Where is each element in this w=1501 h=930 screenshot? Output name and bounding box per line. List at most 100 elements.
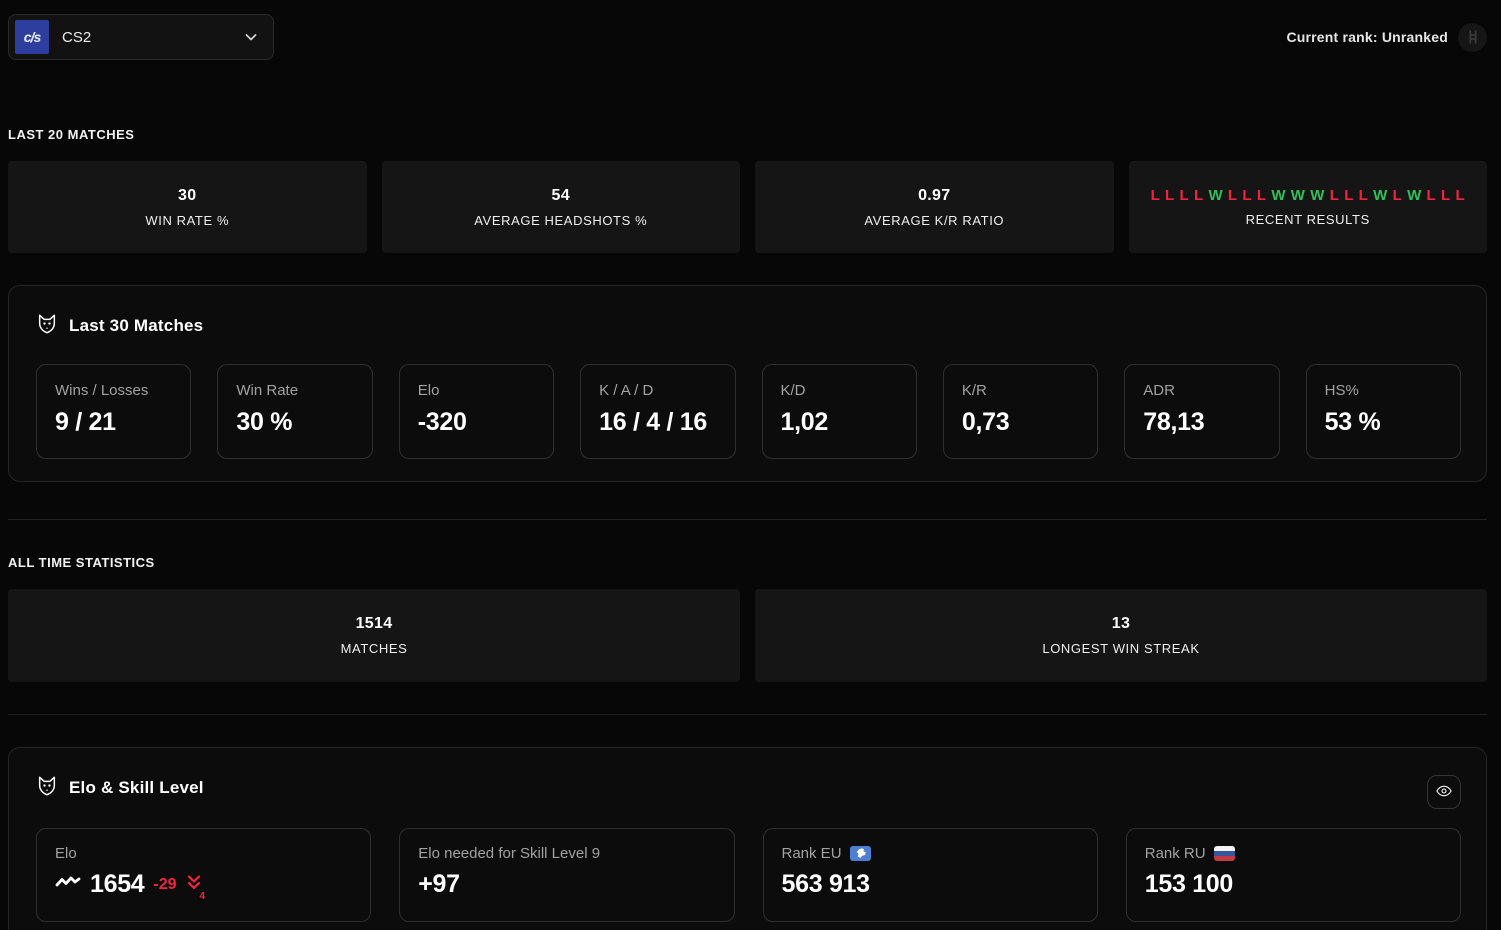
matches-card: 1514 MATCHES bbox=[8, 589, 740, 682]
result-letter: W bbox=[1310, 187, 1325, 204]
result-letter: L bbox=[1256, 187, 1267, 204]
page-header: c/s CS2 Current rank: Unranked bbox=[8, 14, 1487, 60]
avg-kr-value: 0.97 bbox=[918, 186, 951, 204]
section-divider bbox=[8, 714, 1487, 715]
last-30-matches-panel: Last 30 Matches Wins / Losses 9 / 21 Win… bbox=[8, 285, 1487, 482]
elo-label: Elo bbox=[55, 845, 77, 862]
result-letter: L bbox=[1179, 187, 1189, 204]
result-letter: W bbox=[1407, 187, 1422, 204]
avg-kr-label: AVERAGE K/R RATIO bbox=[864, 212, 1005, 228]
kad-card: K / A / D 16 / 4 / 16 bbox=[580, 364, 736, 459]
rank-eu-value: 563 913 bbox=[781, 870, 871, 898]
win-rate-value: 30 bbox=[178, 186, 197, 204]
stat-label: K/D bbox=[780, 382, 806, 399]
elo-card: Elo 1654 -29 bbox=[36, 828, 372, 922]
result-letter: L bbox=[1329, 187, 1340, 204]
game-selector-dropdown[interactable]: c/s CS2 bbox=[8, 14, 274, 60]
visibility-toggle-button[interactable] bbox=[1427, 775, 1461, 809]
stat-value: 78,13 bbox=[1143, 408, 1205, 436]
win-rate-label: WIN RATE % bbox=[145, 212, 230, 228]
wolf-icon bbox=[36, 313, 58, 340]
stat-value: 0,73 bbox=[961, 408, 1010, 436]
last-30-stat-grid: Wins / Losses 9 / 21 Win Rate 30 % Elo -… bbox=[36, 364, 1461, 459]
result-letter: L bbox=[1392, 187, 1403, 204]
eu-flag-icon bbox=[849, 846, 871, 861]
cs2-logo-icon: c/s bbox=[15, 20, 49, 54]
all-time-cards-row: 1514 MATCHES 13 LONGEST WIN STREAK bbox=[8, 589, 1487, 682]
adr-card: ADR 78,13 bbox=[1124, 364, 1280, 459]
rank-eu-card: Rank EU 563 913 bbox=[762, 828, 1098, 922]
rank-eu-label: Rank EU bbox=[781, 845, 842, 862]
elo-skill-title-row: Elo & Skill Level bbox=[36, 776, 1461, 800]
last-30-title-row: Last 30 Matches bbox=[36, 314, 1461, 338]
last-20-matches-heading: LAST 20 MATCHES bbox=[8, 127, 135, 142]
current-rank-area: Current rank: Unranked bbox=[1286, 22, 1487, 52]
matches-value: 1514 bbox=[355, 615, 393, 632]
stat-label: K/R bbox=[961, 382, 987, 399]
double-chevron-down-icon bbox=[186, 874, 202, 896]
avg-headshots-card: 54 AVERAGE HEADSHOTS % bbox=[381, 161, 740, 253]
longest-win-streak-card: 13 LONGEST WIN STREAK bbox=[755, 589, 1487, 682]
stat-value: 9 / 21 bbox=[55, 408, 116, 436]
result-letter: L bbox=[1242, 187, 1252, 204]
hs-card: HS% 53 % bbox=[1305, 364, 1461, 459]
zigzag-line-icon bbox=[55, 874, 81, 895]
stat-label: Elo bbox=[417, 382, 440, 399]
elo-needed-label: Elo needed for Skill Level 9 bbox=[418, 845, 601, 862]
longest-win-streak-label: LONGEST WIN STREAK bbox=[1042, 641, 1200, 656]
stat-label: Win Rate bbox=[236, 382, 299, 399]
stat-value: 30 % bbox=[236, 408, 293, 436]
result-letter: L bbox=[1344, 187, 1354, 204]
result-letter: W bbox=[1373, 187, 1388, 204]
avg-kr-card: 0.97 AVERAGE K/R RATIO bbox=[755, 161, 1114, 253]
elo-levels-dropped: 4 bbox=[199, 890, 206, 902]
elo-needed-card: Elo needed for Skill Level 9 +97 bbox=[399, 828, 735, 922]
elo-30-card: Elo -320 bbox=[398, 364, 555, 459]
last-20-cards-row: 30 WIN RATE % 54 AVERAGE HEADSHOTS % 0.9… bbox=[8, 161, 1487, 253]
result-letter: L bbox=[1227, 187, 1238, 204]
chevron-down-icon bbox=[243, 29, 259, 45]
ru-flag-icon bbox=[1213, 846, 1235, 861]
result-letter: W bbox=[1290, 187, 1306, 204]
stat-label: ADR bbox=[1143, 382, 1175, 399]
all-time-statistics-heading: ALL TIME STATISTICS bbox=[8, 555, 155, 570]
section-divider bbox=[8, 519, 1487, 520]
elo-cards-row: Elo 1654 -29 bbox=[36, 828, 1461, 922]
wins-losses-card: Wins / Losses 9 / 21 bbox=[36, 364, 192, 459]
rank-ru-value: 153 100 bbox=[1144, 870, 1234, 898]
result-letter: L bbox=[1358, 187, 1369, 204]
current-rank-text: Current rank: Unranked bbox=[1286, 29, 1448, 45]
rank-ru-label: Rank RU bbox=[1144, 845, 1206, 862]
result-letter: L bbox=[1455, 187, 1465, 204]
last-30-title: Last 30 Matches bbox=[69, 316, 204, 335]
stat-value: 1,02 bbox=[780, 408, 829, 436]
win-rate-30-card: Win Rate 30 % bbox=[217, 364, 373, 459]
result-letter: L bbox=[1193, 187, 1204, 204]
elo-skill-level-panel: Elo & Skill Level Elo bbox=[8, 747, 1487, 930]
elo-value: 1654 bbox=[90, 870, 145, 898]
result-letter: L bbox=[1150, 187, 1161, 204]
stat-value: 53 % bbox=[1324, 408, 1381, 436]
wolf-icon bbox=[36, 775, 58, 802]
kd-card: K/D 1,02 bbox=[761, 364, 917, 459]
stat-label: K / A / D bbox=[599, 382, 654, 399]
game-selector-label: CS2 bbox=[62, 28, 92, 46]
elo-needed-value: +97 bbox=[418, 870, 460, 898]
rank-ru-card: Rank RU 153 100 bbox=[1125, 828, 1461, 922]
stat-label: Wins / Losses bbox=[55, 382, 149, 399]
elo-skill-title: Elo & Skill Level bbox=[69, 778, 204, 797]
longest-win-streak-value: 13 bbox=[1111, 615, 1131, 632]
win-rate-card: 30 WIN RATE % bbox=[8, 161, 367, 253]
result-letter: L bbox=[1426, 187, 1436, 204]
avg-headshots-value: 54 bbox=[551, 186, 570, 204]
stat-value: -320 bbox=[417, 408, 467, 436]
result-letter: L bbox=[1441, 187, 1451, 204]
result-letter: L bbox=[1165, 187, 1175, 204]
kr-card: K/R 0,73 bbox=[942, 364, 1099, 459]
recent-results-label: RECENT RESULTS bbox=[1245, 212, 1370, 227]
result-letter: W bbox=[1208, 187, 1223, 204]
eye-icon bbox=[1435, 782, 1453, 803]
stat-value: 16 / 4 / 16 bbox=[599, 408, 708, 436]
